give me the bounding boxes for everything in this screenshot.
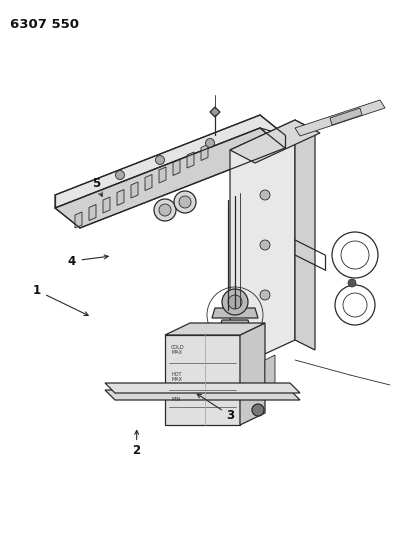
Circle shape (260, 290, 270, 300)
Text: 3: 3 (226, 409, 235, 422)
Circle shape (206, 139, 215, 148)
Text: 6307 550: 6307 550 (10, 18, 79, 31)
Polygon shape (145, 174, 152, 190)
Circle shape (179, 196, 191, 208)
Polygon shape (330, 108, 362, 125)
Polygon shape (117, 190, 124, 206)
Circle shape (252, 404, 264, 416)
Polygon shape (295, 100, 385, 136)
Polygon shape (173, 159, 180, 175)
Polygon shape (187, 152, 194, 168)
Polygon shape (55, 115, 285, 208)
Text: 5: 5 (92, 177, 100, 190)
Circle shape (159, 204, 171, 216)
Text: 2: 2 (133, 444, 141, 457)
Circle shape (348, 279, 356, 287)
Text: MIN: MIN (171, 397, 180, 402)
Polygon shape (105, 383, 300, 393)
Polygon shape (210, 107, 220, 117)
Polygon shape (165, 335, 240, 425)
Polygon shape (230, 120, 320, 163)
Text: 1: 1 (33, 284, 41, 297)
Circle shape (260, 240, 270, 250)
Polygon shape (75, 212, 82, 228)
Polygon shape (105, 390, 300, 400)
Polygon shape (240, 323, 265, 425)
Circle shape (154, 199, 176, 221)
Circle shape (228, 295, 242, 309)
Text: 4: 4 (67, 255, 75, 268)
Polygon shape (55, 128, 285, 228)
Text: COLD
MAX: COLD MAX (171, 345, 185, 356)
Polygon shape (159, 167, 166, 183)
Circle shape (222, 289, 248, 315)
Polygon shape (201, 144, 208, 160)
Text: HOT
MAX: HOT MAX (171, 372, 182, 382)
Polygon shape (165, 323, 265, 335)
Circle shape (115, 171, 124, 180)
Polygon shape (230, 120, 295, 370)
Polygon shape (265, 355, 275, 400)
Polygon shape (295, 120, 315, 350)
Polygon shape (220, 320, 250, 328)
Polygon shape (212, 308, 258, 318)
Polygon shape (103, 197, 110, 213)
Circle shape (174, 191, 196, 213)
Polygon shape (89, 205, 96, 221)
Circle shape (260, 190, 270, 200)
Polygon shape (131, 182, 138, 198)
Circle shape (155, 156, 164, 165)
